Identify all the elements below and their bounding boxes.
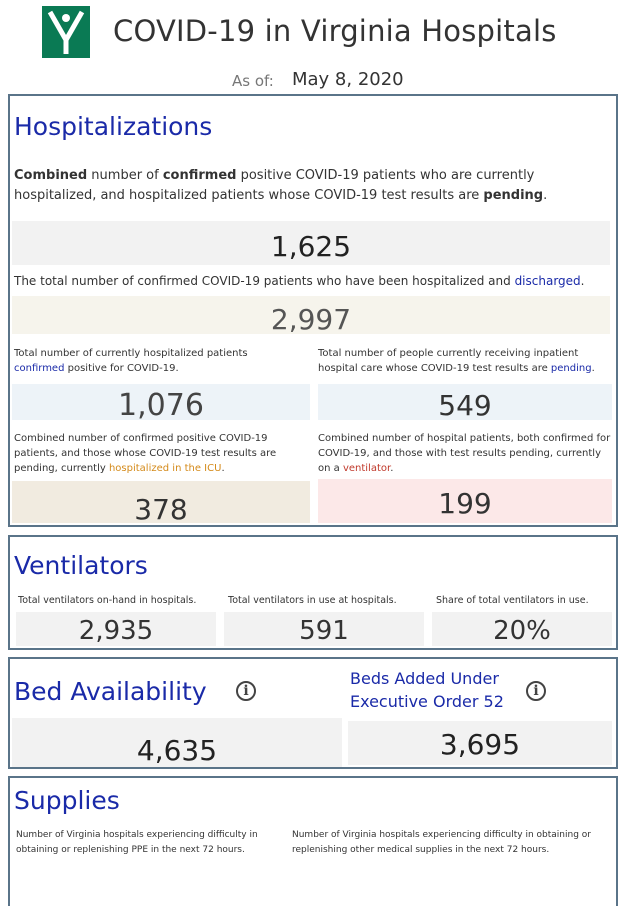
inuse-label: Total ventilators in use at hospitals. [228,595,397,606]
beds-added-value: 3,695 [439,727,521,761]
confirmed-value: 1,076 [118,387,204,423]
ventilators-panel: Ventilators Total ventilators on-hand in… [8,535,618,650]
supplies-heading: Supplies [14,786,120,815]
hospitalizations-heading: Hospitalizations [14,112,213,141]
bed-availability-heading: Bed Availability [14,677,207,706]
pending-link[interactable]: pending [550,363,592,374]
confirmed-description: Total number of currently hospitalized p… [14,348,248,374]
page-title: COVID-19 in Virginia Hospitals [113,14,557,48]
bed-availability-value: 4,635 [136,734,218,767]
ventilator-link[interactable]: ventilator [342,463,391,474]
ventilator-patients-value-box: 199 [318,479,612,523]
share-value: 20% [493,616,551,646]
inuse-value: 591 [299,616,349,646]
hospitalizations-panel: Hospitalizations Combined number of conf… [8,94,618,527]
onhand-value: 2,935 [78,616,154,646]
combined-value: 1,625 [270,229,352,263]
other-supplies-description: Number of Virginia hospitals experiencin… [292,830,591,855]
discharged-link[interactable]: discharged [514,274,581,288]
share-value-box: 20% [432,612,612,646]
supplies-panel: Supplies Number of Virginia hospitals ex… [8,776,618,906]
ventilator-patients-description: Combined number of hospital patients, bo… [318,433,611,474]
discharged-value: 2,997 [270,302,352,336]
bed-availability-value-box: 4,635 [12,718,342,767]
discharged-description: The total number of confirmed COVID-19 p… [14,274,585,288]
confirmed-link[interactable]: confirmed [14,363,65,374]
beds-added-heading: Beds Added Under Executive Order 52 [350,669,504,711]
inuse-value-box: 591 [224,612,424,646]
icu-link[interactable]: hospitalized in the ICU [108,463,222,474]
pending-value: 549 [438,388,492,422]
pending-description: Total number of people currently receivi… [318,348,595,374]
bed-availability-info-icon[interactable]: i [236,681,256,701]
combined-value-box: 1,625 [12,221,610,265]
ventilator-patients-value: 199 [438,486,492,520]
onhand-value-box: 2,935 [16,612,216,646]
share-label: Share of total ventilators in use. [436,595,589,606]
discharged-value-box: 2,997 [12,296,610,336]
as-of-date: May 8, 2020 [292,69,404,90]
icu-value-box: 378 [12,481,310,526]
icu-description: Combined number of confirmed positive CO… [14,433,277,474]
beds-added-value-box: 3,695 [348,721,612,765]
vhhca-logo-icon [42,6,90,58]
icu-value: 378 [134,492,188,526]
onhand-label: Total ventilators on-hand in hospitals. [18,595,197,606]
confirmed-value-box: 1,076 [12,384,310,423]
beds-added-info-icon[interactable]: i [526,681,546,701]
ventilators-heading: Ventilators [14,551,148,580]
ppe-description: Number of Virginia hospitals experiencin… [16,830,258,855]
as-of-label: As of: [232,72,274,90]
pending-value-box: 549 [318,384,612,422]
beds-panel: Bed Availability i 4,635 Beds Added Unde… [8,657,618,769]
combined-description: Combined number of confirmed positive CO… [14,168,548,203]
